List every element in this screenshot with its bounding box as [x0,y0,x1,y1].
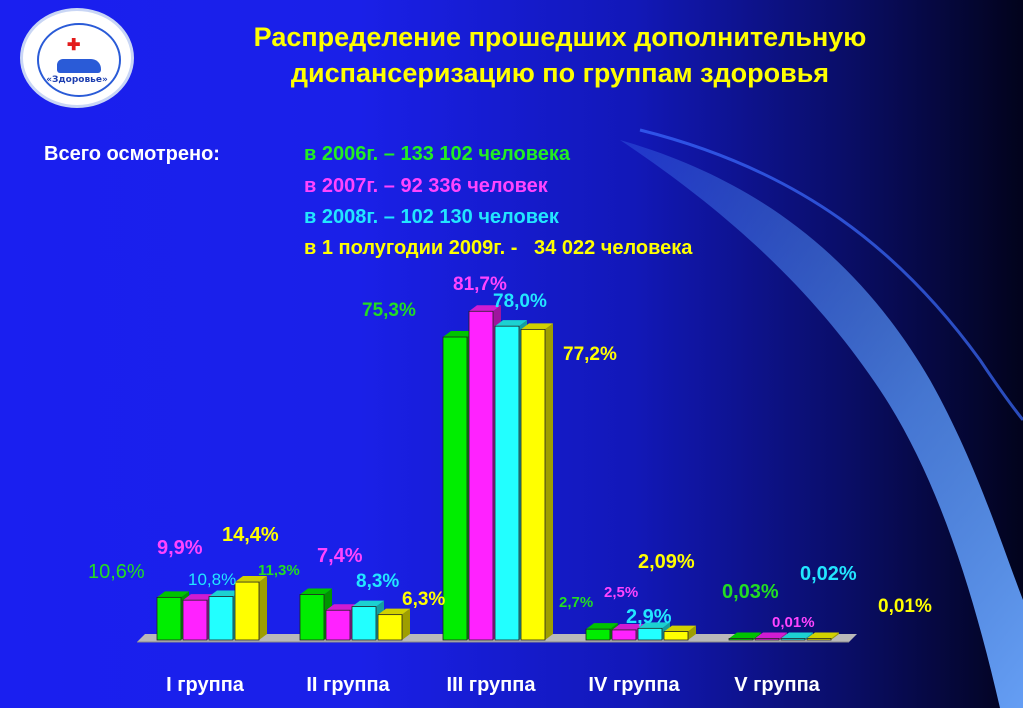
bar-s4-3 [520,323,553,641]
bar-top [612,623,644,630]
category-label-3: III группа [447,674,537,696]
bar-front [468,310,494,641]
bar-front [182,599,208,641]
data-label-s4-1: 14,4% [222,524,279,546]
category-label-1: I группа [166,674,245,696]
bar-front [520,328,546,641]
data-label-s3-3: 78,0% [493,291,547,312]
data-label-s4-5: 0,01% [878,596,932,617]
bar-top [664,625,696,632]
bar-s4-1 [234,576,267,641]
bar-front [585,628,611,641]
bar-front [156,596,182,641]
medical-cross-icon: ✚ [67,37,81,54]
bar-s4-4 [663,625,696,641]
bar-front [754,638,780,641]
data-label-s2-2: 7,4% [317,545,363,567]
bar-s1-5 [728,632,761,641]
bar-s4-2 [377,608,410,641]
bar-side [545,323,553,640]
bar-front [325,609,351,641]
ambulance-icon [57,59,101,73]
title-line-1: Распределение прошедших дополнительную [253,22,867,52]
bar-top [300,588,332,595]
bar-top [235,576,267,583]
bar-front [806,638,832,641]
bar-side [688,625,696,640]
bar-top [807,632,839,639]
data-label-s2-4: 2,5% [604,584,638,601]
bar-front [611,629,637,641]
bar-top [326,604,358,611]
category-label-5: V группа [734,674,820,696]
category-label-4: IV группа [588,674,680,696]
background-beam-edge [639,128,1023,421]
bar-top [755,632,787,639]
data-label-s1-3: 75,3% [362,300,416,321]
bar-top [443,331,475,338]
bar-s3-2 [351,600,384,641]
data-label-s4-3: 77,2% [563,344,617,365]
bar-front [377,614,403,641]
bar-front [442,336,468,641]
data-label-s4-2: 6,3% [402,589,445,610]
bar-top [586,623,618,630]
logo-stripe [49,51,109,56]
data-label-s1-2: 11,3% [258,562,300,579]
background-beam [620,140,1023,708]
data-label-s2-3: 81,7% [453,274,507,295]
bar-top [469,305,501,312]
summary-line-2006: в 2006г. – 133 102 человека [304,143,570,165]
bar-front [208,596,234,641]
data-label-s3-1: 10,8% [188,570,236,589]
title-line-2: диспансеризацию по группам здоровья [290,58,830,88]
category-label-2: II группа [306,674,390,696]
bar-top [638,622,670,629]
data-label-s3-2: 8,3% [356,571,399,592]
data-label-s1-4: 2,7% [559,594,593,611]
bar-top [352,600,384,607]
logo-text: «Здоровье» [46,75,108,85]
bar-front [299,594,325,641]
summary-line-2007: в 2007г. – 92 336 человек [304,175,548,197]
bar-top [378,608,410,615]
bar-front [728,638,754,641]
data-label-s2-1: 9,9% [157,537,203,559]
bar-front [494,325,520,641]
bar-side [402,608,410,640]
logo-emblem: ✚ [37,23,121,97]
bar-top [495,320,527,327]
bar-front [663,631,689,641]
bar-top [781,632,813,639]
health-project-logo: ✚ «Здоровье» [20,8,134,108]
data-label-s1-5: 0,03% [722,581,779,603]
bar-top [521,323,553,330]
data-label-s3-5: 0,02% [800,563,857,585]
data-label-s2-5: 0,01% [772,614,815,631]
bar-s4-5 [806,632,839,641]
data-label-s4-4: 2,09% [638,551,695,573]
bar-top [183,594,215,601]
data-label-s3-4: 2,9% [626,606,672,628]
summary-line-2009: в 1 полугодии 2009г. - 34 022 человека [304,237,693,259]
bar-side [831,632,839,640]
summary-label: Всего осмотрено: [44,143,220,165]
data-label-s1-1: 10,6% [88,561,145,583]
bar-front [351,606,377,641]
bar-top [209,590,241,597]
bar-front [780,638,806,641]
bar-side [259,576,267,640]
bar-front [637,627,663,641]
summary-line-2008: в 2008г. – 102 130 человек [304,206,559,228]
bar-top [729,632,761,639]
bar-front [234,581,260,641]
bar-top [157,591,189,598]
